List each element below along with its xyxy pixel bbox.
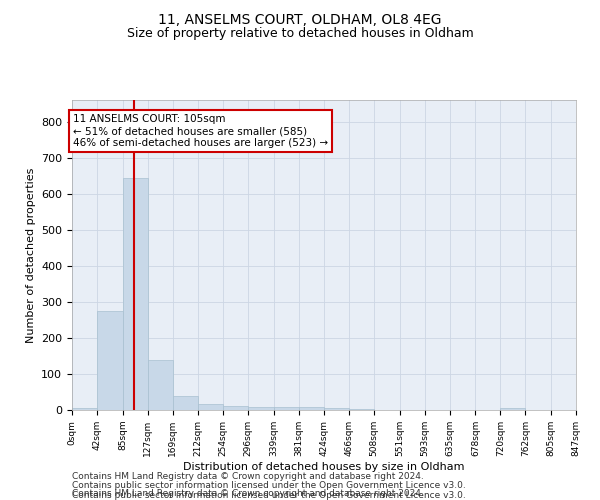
Bar [248,407,274,410]
Bar [198,404,223,410]
Text: Contains public sector information licensed under the Open Government Licence v3: Contains public sector information licen… [72,481,466,490]
X-axis label: Distribution of detached houses by size in Oldham: Distribution of detached houses by size … [183,462,465,471]
Text: 11, ANSELMS COURT, OLDHAM, OL8 4EG: 11, ANSELMS COURT, OLDHAM, OL8 4EG [158,12,442,26]
Bar [500,408,526,410]
Bar [324,408,349,410]
Bar [122,178,148,410]
Text: 11 ANSELMS COURT: 105sqm
← 51% of detached houses are smaller (585)
46% of semi-: 11 ANSELMS COURT: 105sqm ← 51% of detach… [73,114,328,148]
Text: Contains HM Land Registry data © Crown copyright and database right 2024.: Contains HM Land Registry data © Crown c… [72,472,424,481]
Text: Contains HM Land Registry data © Crown copyright and database right 2024.: Contains HM Land Registry data © Crown c… [72,488,424,498]
Bar [72,408,97,410]
Bar [299,407,324,410]
Bar [274,407,299,410]
Bar [97,311,122,410]
Bar [223,406,248,410]
Bar [173,396,198,410]
Text: Contains public sector information licensed under the Open Government Licence v3: Contains public sector information licen… [72,491,466,500]
Text: Size of property relative to detached houses in Oldham: Size of property relative to detached ho… [127,28,473,40]
Y-axis label: Number of detached properties: Number of detached properties [26,168,35,342]
Bar [148,360,173,410]
